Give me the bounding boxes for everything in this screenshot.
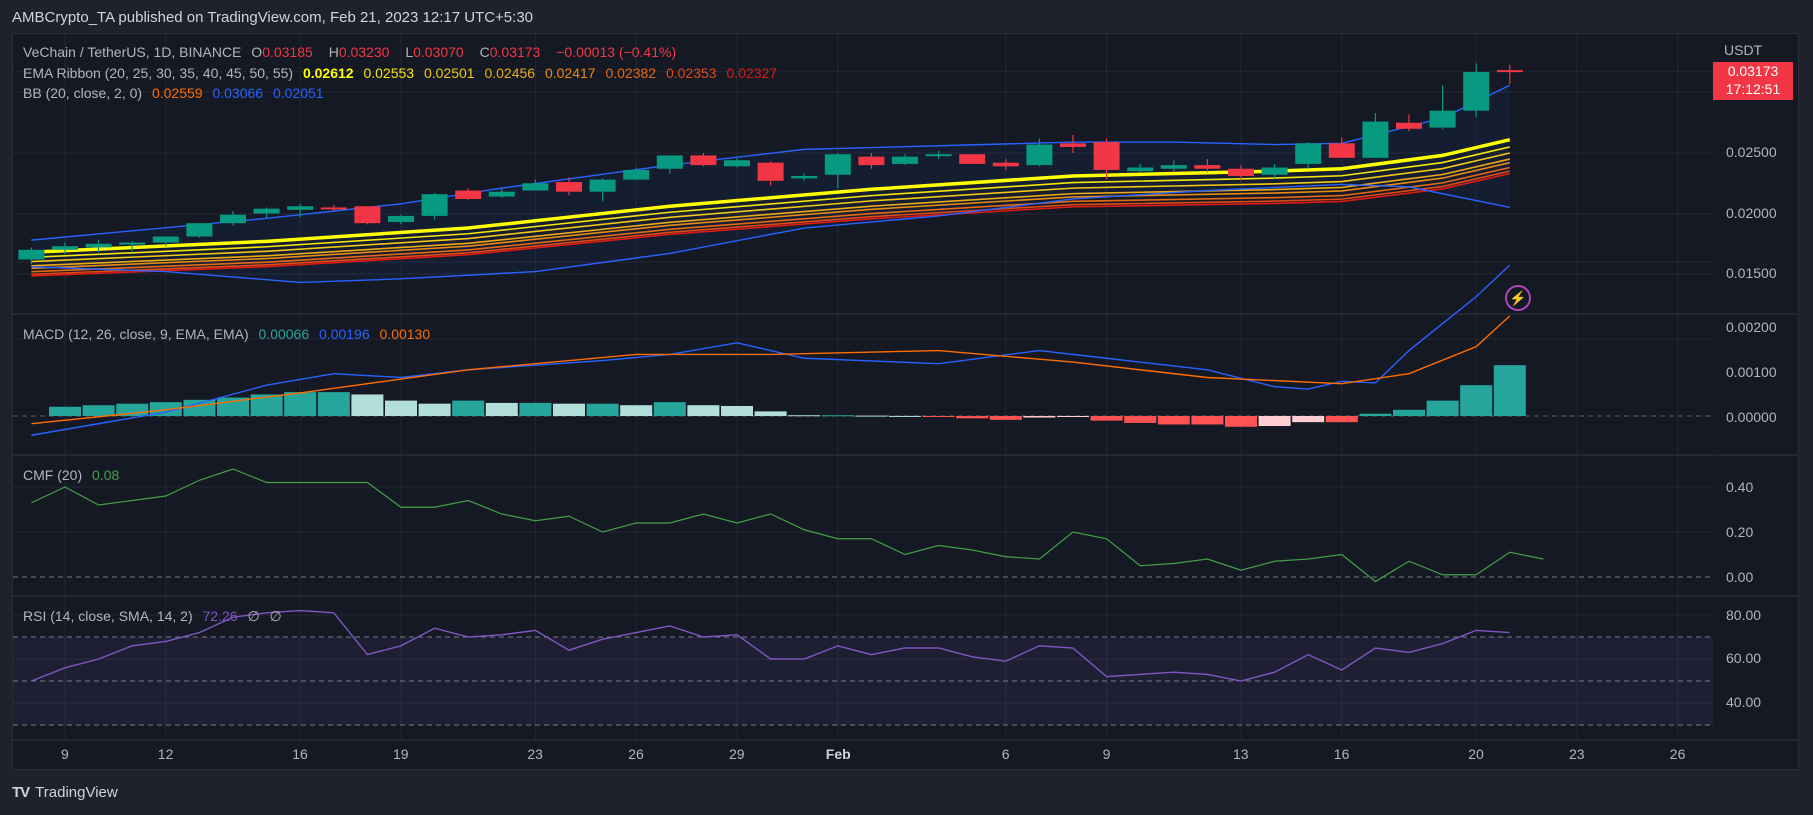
bb-legend: BB (20, close, 2, 0) 0.02559 0.03066 0.0…: [23, 85, 330, 101]
tradingview-logo-icon: TV: [12, 784, 30, 801]
time-tick: 19: [393, 746, 409, 762]
high-value: 0.03230: [338, 44, 390, 60]
currency-label[interactable]: USDT: [1724, 42, 1763, 58]
rsi-tick: 80.00: [1726, 607, 1762, 623]
macd-tick: 0.00100: [1726, 364, 1777, 380]
macd-signal-value: 0.00130: [379, 326, 431, 342]
time-tick: 20: [1468, 746, 1484, 762]
rsi-tick: 40.00: [1726, 694, 1762, 710]
time-tick: 23: [1569, 746, 1585, 762]
close-label: C: [479, 44, 490, 60]
time-tick: 26: [1669, 746, 1686, 762]
ema-legend: EMA Ribbon (20, 25, 30, 35, 40, 45, 50, …: [23, 65, 783, 81]
bb-basis-value: 0.02559: [151, 85, 203, 101]
cmf-value: 0.08: [92, 467, 120, 483]
ema-label[interactable]: EMA Ribbon (20, 25, 30, 35, 40, 45, 50, …: [23, 65, 294, 81]
macd-legend: MACD (12, 26, close, 9, EMA, EMA) 0.0006…: [23, 326, 436, 342]
price-tick: 0.02000: [1726, 205, 1777, 221]
ema-value-6: 0.02382: [605, 65, 657, 81]
price-tick: 0.02500: [1726, 144, 1777, 160]
open-label: O: [251, 44, 263, 60]
macd-tick: 0.00000: [1726, 409, 1777, 425]
ema-value-5: 0.02417: [544, 65, 596, 81]
time-tick: 13: [1233, 746, 1249, 762]
change-value: −0.00013 (−0.41%): [556, 44, 677, 60]
rsi-value: 72.26: [202, 608, 238, 624]
bb-label[interactable]: BB (20, close, 2, 0): [23, 85, 143, 101]
rsi-extra-2: ∅: [269, 608, 282, 624]
time-tick: 26: [628, 746, 644, 762]
rsi-tick: 60.00: [1726, 650, 1762, 666]
close-value: 0.03173: [489, 44, 541, 60]
macd-line-value: 0.00196: [319, 326, 370, 342]
macd-hist-value: 0.00066: [258, 326, 310, 342]
macd-label[interactable]: MACD (12, 26, close, 9, EMA, EMA): [23, 326, 249, 342]
rsi-label[interactable]: RSI (14, close, SMA, 14, 2): [23, 608, 193, 624]
ema-value-3: 0.02501: [423, 65, 475, 81]
low-label: L: [405, 44, 414, 60]
ema-value-4: 0.02456: [484, 65, 536, 81]
price-tick: 0.01500: [1726, 265, 1777, 281]
time-tick: 12: [157, 746, 174, 762]
ema-value-1: 0.02612: [302, 65, 354, 81]
time-tick: 23: [527, 746, 543, 762]
lightning-icon[interactable]: ⚡: [1505, 285, 1531, 311]
ema-value-7: 0.02353: [665, 65, 717, 81]
cmf-label[interactable]: CMF (20): [23, 467, 83, 483]
ema-value-8: 0.02327: [726, 65, 778, 81]
macd-tick: 0.00200: [1726, 319, 1777, 335]
bb-upper-value: 0.03066: [212, 85, 264, 101]
time-tick: 29: [729, 746, 745, 762]
main-legend: VeChain / TetherUS, 1D, BINANCE O0.03185…: [23, 44, 682, 60]
time-tick: 9: [1102, 746, 1111, 762]
bar-countdown: 17:12:51: [1725, 81, 1781, 97]
time-tick: 16: [292, 746, 308, 762]
last-price-tag: 0.03173 17:12:51: [1713, 62, 1793, 100]
cmf-tick: 0.20: [1726, 524, 1754, 540]
time-tick: Feb: [825, 746, 851, 762]
rsi-legend: RSI (14, close, SMA, 14, 2) 72.26 ∅ ∅: [23, 608, 288, 625]
cmf-legend: CMF (20) 0.08: [23, 467, 125, 483]
publisher-line: AMBCrypto_TA published on TradingView.co…: [12, 9, 534, 26]
time-tick: 6: [1001, 746, 1010, 762]
cmf-tick: 0.40: [1726, 479, 1754, 495]
ema-value-2: 0.02553: [363, 65, 415, 81]
open-value: 0.03185: [262, 44, 313, 60]
rsi-extra-1: ∅: [247, 608, 260, 624]
time-tick: 9: [61, 746, 69, 762]
high-label: H: [328, 44, 339, 60]
time-tick: 16: [1333, 746, 1350, 762]
footer: TV TradingView: [12, 784, 118, 801]
last-price: 0.03173: [1727, 63, 1779, 79]
brand-name: TradingView: [35, 784, 118, 801]
cmf-tick: 0.00: [1726, 569, 1754, 585]
symbol-label[interactable]: VeChain / TetherUS, 1D, BINANCE: [23, 44, 242, 60]
bb-lower-value: 0.02051: [272, 85, 324, 101]
low-value: 0.03070: [413, 44, 464, 60]
